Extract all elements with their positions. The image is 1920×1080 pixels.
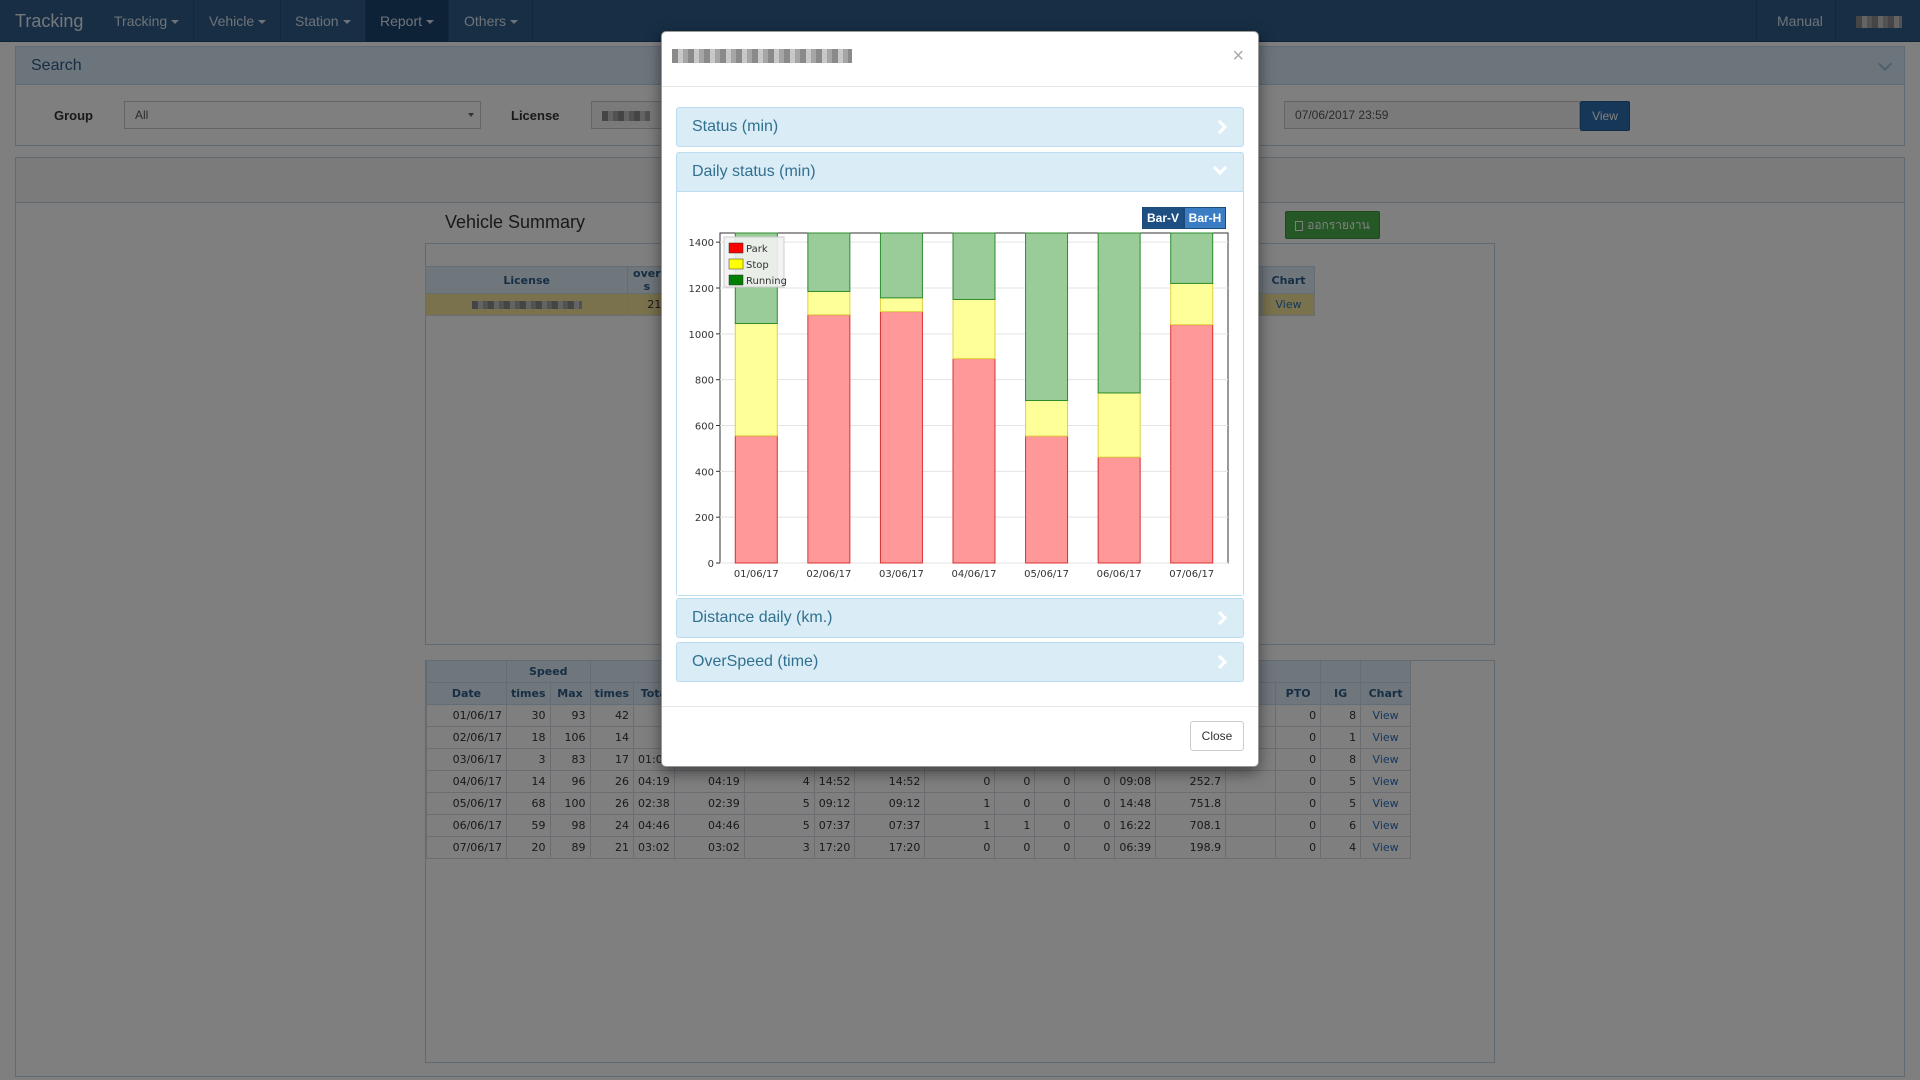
bar-stop (1025, 400, 1069, 437)
bar-running (807, 232, 851, 292)
bar-horizontal-toggle[interactable]: Bar-H (1184, 207, 1226, 229)
y-axis-ticks: 0 200 400 600 800 1000 1200 1400 (689, 238, 720, 570)
bar-running (1097, 232, 1141, 394)
bar-stop (1170, 282, 1214, 326)
modal-footer: Close (662, 706, 1258, 766)
bar-running (879, 232, 923, 299)
y-tick-label: 600 (695, 422, 714, 433)
bar-park (734, 435, 778, 564)
accordion-overspeed-title: OverSpeed (time) (692, 653, 819, 670)
legend-swatch (728, 274, 744, 286)
x-tick-label: 02/06/17 (806, 569, 851, 580)
accordion-status[interactable]: Status (min) (676, 107, 1244, 147)
y-tick-label: 1400 (689, 238, 714, 249)
chart-legend: Park Stop Running (723, 236, 787, 288)
bar-stop (734, 323, 778, 437)
bar-running (1170, 232, 1214, 284)
x-tick-label: 03/06/17 (879, 569, 924, 580)
x-tick-label: 01/06/17 (734, 569, 779, 580)
y-tick-label: 1200 (689, 284, 714, 295)
x-tick-label: 05/06/17 (1024, 569, 1069, 580)
modal-header: × (662, 32, 1258, 87)
chart-modal: × Status (min) Daily status (min) Bar-V … (661, 31, 1259, 767)
y-tick-label: 400 (695, 467, 714, 478)
bar-park (1025, 435, 1069, 564)
legend-label: Park (746, 244, 768, 255)
bar-stop (1097, 392, 1141, 458)
accordion-status-title: Status (min) (692, 118, 779, 135)
bar-park (879, 311, 923, 564)
legend-label: Stop (746, 260, 769, 271)
accordion-daily-status: Daily status (min) Bar-V Bar-H 0 200 400 60… (676, 152, 1244, 596)
legend-swatch (728, 258, 744, 270)
bar-vertical-toggle[interactable]: Bar-V (1142, 207, 1184, 229)
bar-stop (807, 290, 851, 316)
bar-park (952, 358, 996, 564)
accordion-overspeed[interactable]: OverSpeed (time) (676, 642, 1244, 682)
y-tick-label: 800 (695, 376, 714, 387)
accordion-distance-title: Distance daily (km.) (692, 609, 833, 626)
x-tick-label: 04/06/17 (952, 569, 997, 580)
bar-park (1097, 456, 1141, 564)
bar-stop (952, 298, 996, 360)
bar-park (1170, 324, 1214, 564)
daily-chart-body: Bar-V Bar-H 0 200 400 600 800 1000 1200 1400 01… (677, 191, 1243, 595)
bar-running (1025, 232, 1069, 402)
y-tick-label: 200 (695, 513, 714, 524)
modal-title-blurred (672, 49, 852, 63)
bar-park (807, 314, 851, 564)
legend-label: Running (746, 276, 787, 287)
daily-status-chart: 0 200 400 600 800 1000 1200 1400 01/06/17 02/06/… (689, 232, 1229, 580)
bar-stop (879, 297, 923, 313)
accordion-daily-title[interactable]: Daily status (min) (692, 163, 816, 180)
y-tick-label: 0 (708, 559, 714, 570)
close-icon[interactable]: × (1232, 45, 1244, 67)
accordion-distance[interactable]: Distance daily (km.) (676, 598, 1244, 638)
bar-running (952, 232, 996, 300)
close-button[interactable]: Close (1190, 721, 1244, 751)
bar-series (734, 232, 1214, 564)
y-tick-label: 1000 (689, 330, 714, 341)
x-tick-label: 06/06/17 (1097, 569, 1142, 580)
x-axis-ticks: 01/06/17 02/06/17 03/06/17 04/06/17 05/06/17… (734, 569, 1214, 580)
legend-swatch (728, 242, 744, 254)
x-tick-label: 07/06/17 (1169, 569, 1214, 580)
